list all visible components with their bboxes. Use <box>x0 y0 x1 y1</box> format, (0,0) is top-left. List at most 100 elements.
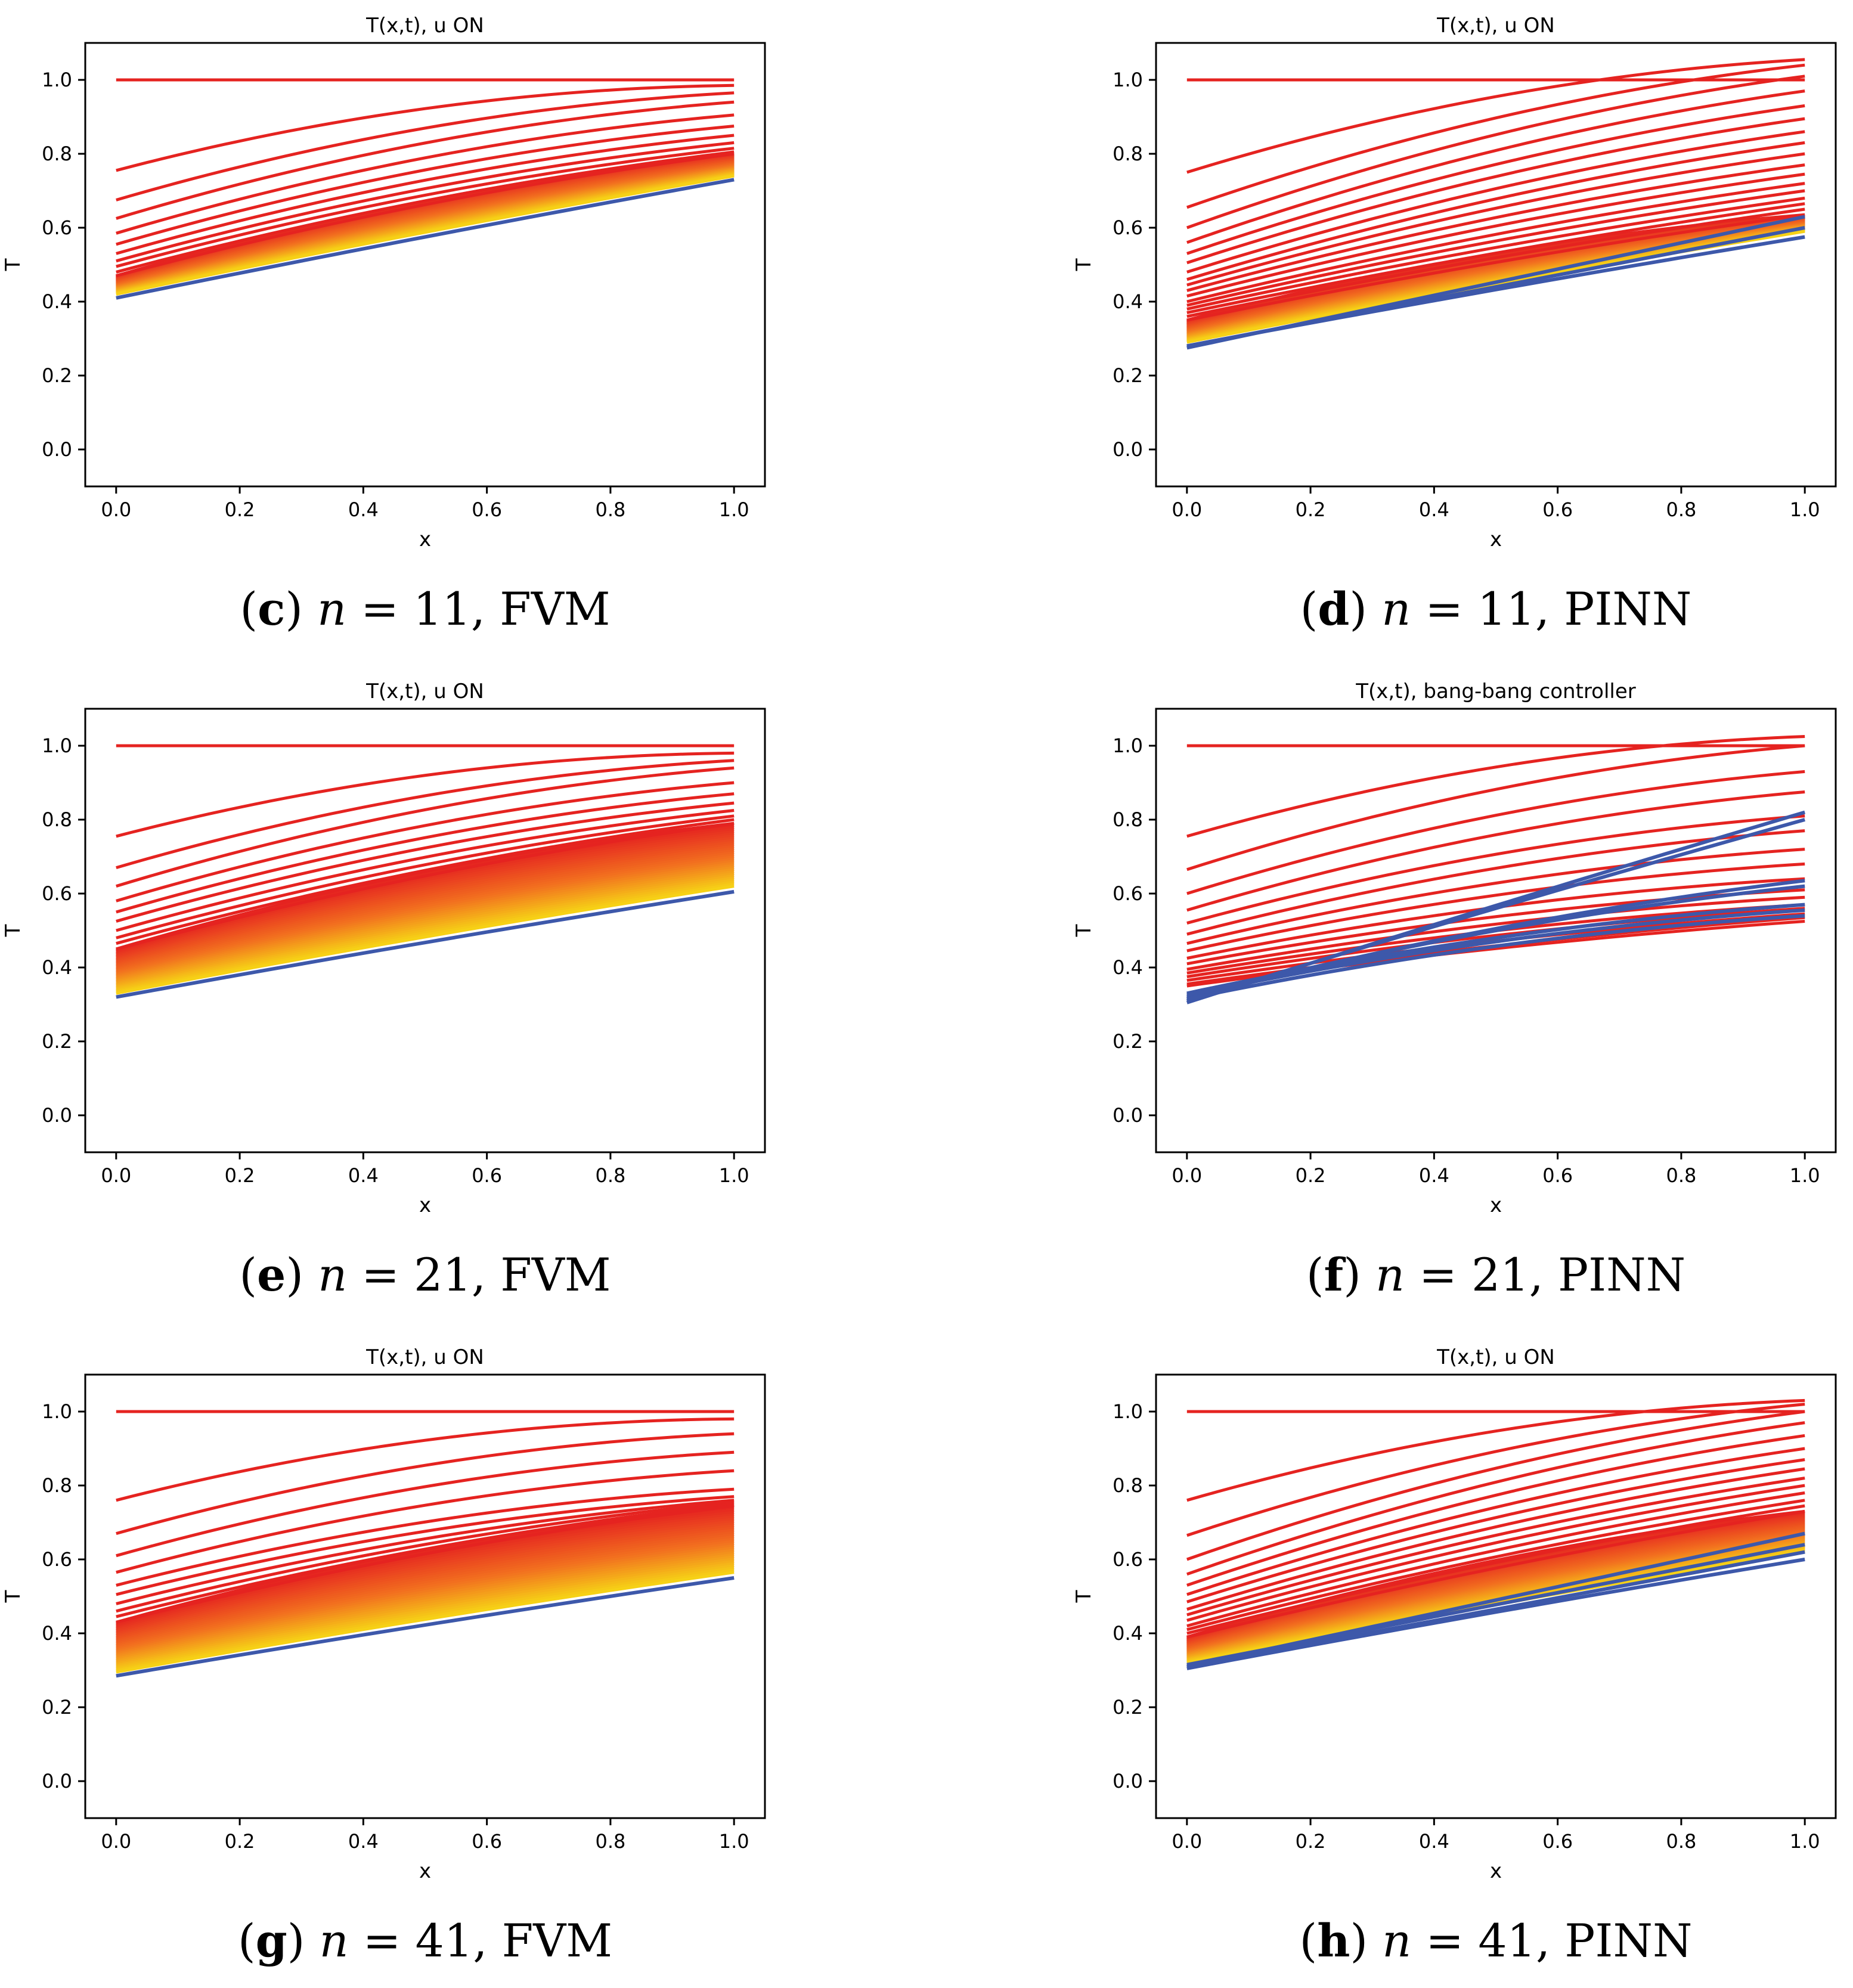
series-line-3 <box>116 1432 735 1536</box>
series-band-line <box>116 830 735 957</box>
series-line-10 <box>116 818 735 945</box>
series-band-line <box>116 880 735 992</box>
series-band-line <box>116 842 735 966</box>
caption-method: PINN <box>1564 1914 1692 1967</box>
series-band-line <box>116 1553 735 1661</box>
plot-area <box>116 744 735 999</box>
series-line-9 <box>116 1500 735 1613</box>
series-line-14 <box>1186 907 1805 978</box>
x-tick-label: 0.6 <box>1542 1830 1573 1853</box>
series-band-line <box>116 1515 735 1632</box>
y-tick-label: 1.0 <box>42 1400 72 1423</box>
chart-panel-d: 0.0 0.2 0.4 0.6 0.8 1.00.00.20.40.60.81.0T(x,… <box>1072 14 1837 635</box>
x-tick-label: 0.6 <box>1542 1164 1573 1187</box>
series-line-7 <box>116 134 735 255</box>
caption-n-symbol: n <box>320 1914 349 1967</box>
series-line-4 <box>1186 770 1805 895</box>
x-tick-label: 0.4 <box>348 1164 379 1187</box>
y-tick-label: 0.6 <box>42 1548 72 1571</box>
caption-n-symbol: n <box>1375 1248 1405 1301</box>
series-line-7 <box>1186 829 1805 936</box>
x-axis-label: x <box>1490 1193 1502 1217</box>
panel-caption: (e) n = 21, FVM <box>239 1248 611 1301</box>
caption-letter: c <box>258 582 285 635</box>
series-band-line <box>116 857 735 976</box>
panel-caption: (h) n = 41, PINN <box>1300 1914 1693 1967</box>
series-band-line <box>116 1531 735 1644</box>
series-band-line <box>116 1550 735 1659</box>
series-line-14 <box>1186 1504 1805 1635</box>
series-band-line <box>116 1540 735 1651</box>
series-band-line <box>116 874 735 988</box>
y-tick-label: 0.8 <box>1113 1474 1143 1497</box>
series-line-final <box>116 1576 735 1678</box>
x-axis-label: x <box>1490 528 1502 551</box>
x-tick-label: 1.0 <box>719 1164 749 1187</box>
panel-caption: (f) n = 21, PINN <box>1306 1248 1685 1301</box>
series-line-8 <box>116 141 735 263</box>
series-line-8 <box>116 809 735 932</box>
x-tick-label: 1.0 <box>719 1830 749 1853</box>
y-tick-label: 1.0 <box>1113 1400 1143 1423</box>
series-band-line <box>116 853 735 973</box>
chart-panel-c: 0.0 0.2 0.4 0.6 0.8 1.00.00.20.40.60.81.0T(x,… <box>1 14 766 635</box>
y-tick-label: 1.0 <box>1113 69 1143 91</box>
series-line-7 <box>116 1495 735 1596</box>
series-line-2 <box>1186 735 1805 838</box>
series-band-line <box>116 836 735 961</box>
chart-title: T(x,t), u ON <box>365 1345 484 1369</box>
series-line-6 <box>1186 814 1805 925</box>
x-tick-label: 0.4 <box>1419 1830 1449 1853</box>
series-line-2 <box>1186 1398 1805 1502</box>
chart-panel-h: 0.0 0.2 0.4 0.6 0.8 1.00.00.20.40.60.81.0T(x,… <box>1072 1345 1837 1967</box>
series-line-7 <box>116 801 735 923</box>
series-line-2 <box>1186 58 1805 174</box>
series-band-line <box>116 841 735 964</box>
y-axis-label: T <box>1 258 25 271</box>
x-tick-label: 0.6 <box>1542 498 1573 521</box>
series-band-line <box>116 1564 735 1669</box>
axes-frame <box>1155 42 1837 488</box>
series-band-line <box>116 870 735 985</box>
series-line-8 <box>1186 130 1805 274</box>
series-line-11 <box>116 1504 735 1624</box>
y-tick-label: 0.6 <box>1113 882 1143 905</box>
series-line-17 <box>1186 207 1805 318</box>
caption-n-value: 41 <box>1478 1914 1536 1967</box>
series-band-line <box>116 1513 735 1630</box>
series-line-7 <box>1186 1447 1805 1596</box>
series-line-9 <box>1186 141 1805 281</box>
series-line-blue-5 <box>1186 902 1805 995</box>
series-band-line <box>116 863 735 981</box>
caption-n-value: 41 <box>416 1914 473 1967</box>
plot-area <box>1186 58 1805 350</box>
series-line-9 <box>116 147 735 268</box>
y-tick-label: 0.2 <box>42 364 72 387</box>
series-band-line <box>116 1542 735 1652</box>
series-line-8 <box>1186 1458 1805 1604</box>
caption-paren-close: ) <box>286 1248 318 1301</box>
caption-paren-close: ) <box>1350 1914 1382 1967</box>
series-line-12 <box>1186 1491 1805 1628</box>
y-tick-label: 0.2 <box>1113 1030 1143 1053</box>
y-tick-label: 0.6 <box>1113 1548 1143 1571</box>
series-band-line <box>116 1559 735 1666</box>
caption-method: PINN <box>1558 1248 1685 1301</box>
series-line-final <box>1186 1558 1805 1670</box>
series-band-line <box>116 1517 735 1634</box>
y-tick-label: 0.4 <box>1113 290 1143 313</box>
x-tick-label: 0.4 <box>1419 498 1449 521</box>
series-band-line <box>116 1566 735 1670</box>
x-tick-label: 0.0 <box>101 1830 131 1853</box>
caption-comma: , <box>1529 1248 1558 1301</box>
caption-equals: = <box>1411 1914 1478 1967</box>
x-tick-label: 1.0 <box>1790 1164 1820 1187</box>
series-line-18 <box>1186 213 1805 322</box>
y-tick-label: 0.6 <box>42 882 72 905</box>
panel-caption: (d) n = 11, PINN <box>1300 582 1692 635</box>
series-line-9 <box>1186 1467 1805 1611</box>
chart-title: T(x,t), bang-bang controller <box>1355 680 1636 703</box>
series-band-line <box>116 1571 735 1674</box>
series-line-4 <box>1186 1410 1805 1561</box>
series-band-line <box>116 868 735 984</box>
